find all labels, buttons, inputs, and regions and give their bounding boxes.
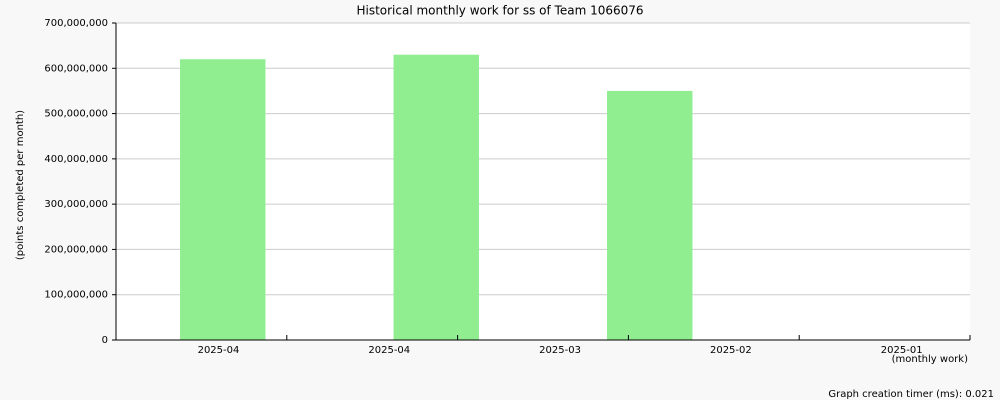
y-tick-label: 0 — [102, 335, 108, 346]
bar — [180, 59, 266, 340]
x-tick-label: 2025-04 — [368, 345, 410, 356]
x-tick-label: 2025-02 — [710, 345, 752, 356]
y-axis-label: (points completed per month) — [15, 110, 26, 260]
y-tick-label: 300,000,000 — [44, 199, 108, 210]
bar — [393, 54, 479, 340]
y-tick-label: 600,000,000 — [44, 63, 108, 74]
y-tick-label: 500,000,000 — [44, 109, 108, 120]
y-tick-label: 100,000,000 — [44, 290, 108, 301]
footer: Graph creation timer (ms): 0.021 — [828, 389, 994, 400]
y-tick-label: 700,000,000 — [44, 18, 108, 29]
chart-title: Historical monthly work for ss of Team 1… — [356, 4, 643, 18]
x-tick-label: 2025-03 — [539, 345, 581, 356]
bar — [607, 90, 693, 340]
x-tick-label: 2025-01 — [881, 345, 923, 356]
x-axis-label: (monthly work) — [892, 354, 968, 365]
x-tick-label: 2025-04 — [198, 345, 240, 356]
y-tick-label: 200,000,000 — [44, 244, 108, 255]
y-tick-label: 400,000,000 — [44, 154, 108, 165]
